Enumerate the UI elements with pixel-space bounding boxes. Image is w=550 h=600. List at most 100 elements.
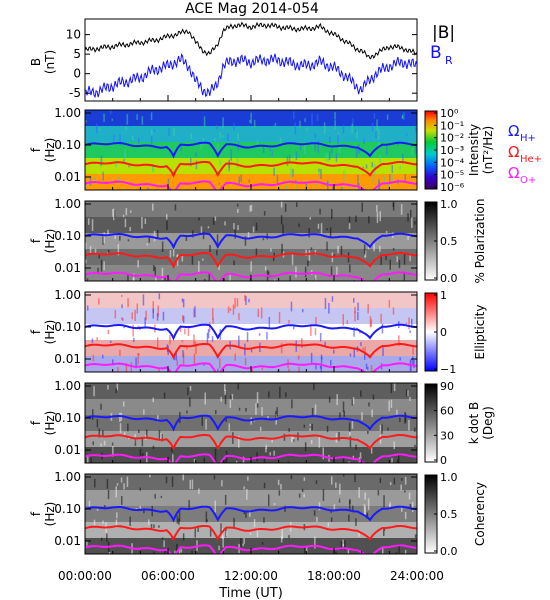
spectrogram-texture xyxy=(178,518,180,525)
spectrogram-texture xyxy=(263,517,265,523)
spectrogram-texture xyxy=(319,332,322,342)
spectrogram-texture xyxy=(370,365,373,372)
spectrogram-texture xyxy=(276,175,279,186)
spectrogram-texture xyxy=(142,294,145,306)
spectrogram-texture xyxy=(98,428,100,438)
spectrogram-texture xyxy=(225,418,227,422)
spectrogram-texture xyxy=(162,311,165,321)
spectrogram-texture xyxy=(207,328,210,339)
spectrogram-texture xyxy=(186,346,188,350)
spectrogram-texture xyxy=(189,397,191,407)
spectrogram-texture xyxy=(92,354,95,362)
spectrogram-texture xyxy=(176,515,179,524)
spectrogram-texture xyxy=(152,203,154,211)
spectrogram-texture xyxy=(230,149,232,161)
spectrogram-texture xyxy=(354,311,356,322)
spectrogram-texture xyxy=(197,526,199,532)
spectrogram-texture xyxy=(318,437,321,448)
spectrogram-texture xyxy=(393,383,396,392)
spectrogram-texture xyxy=(138,353,140,356)
spectrogram-texture xyxy=(336,394,338,406)
spectrogram-texture xyxy=(245,408,247,412)
spectrogram-texture xyxy=(236,157,239,169)
spectrogram-texture xyxy=(234,297,236,309)
f-ytick-label: 1.00 xyxy=(54,288,81,302)
spectrogram-texture xyxy=(392,307,395,315)
spectrogram-texture xyxy=(348,461,350,463)
spectrogram-texture xyxy=(288,428,290,432)
spectrogram-texture xyxy=(371,123,374,132)
spectrogram-texture xyxy=(308,250,311,261)
spectrogram-texture xyxy=(259,426,262,432)
spectrogram-texture xyxy=(169,335,171,345)
spectrogram-texture xyxy=(382,546,384,554)
spectrogram-texture xyxy=(360,342,362,347)
spectrogram-texture xyxy=(150,524,153,530)
spectrogram-texture xyxy=(399,166,401,170)
spectrogram-texture xyxy=(204,392,206,405)
spectrogram-texture xyxy=(152,164,154,171)
spectrogram-texture xyxy=(96,123,98,134)
spectrogram-texture xyxy=(108,552,111,554)
spectrogram-texture xyxy=(181,253,184,262)
spectrogram-band xyxy=(85,233,417,250)
spectrogram-texture xyxy=(351,421,354,429)
spectrogram-texture xyxy=(316,517,318,522)
spectrogram-texture xyxy=(343,474,345,477)
spectrogram-texture xyxy=(152,397,154,403)
spectrogram-texture xyxy=(119,412,121,422)
spectrogram-texture xyxy=(288,535,290,539)
spectrogram-texture xyxy=(150,134,153,147)
colorbar-tick-label: 0.0 xyxy=(440,545,458,558)
f-ytick-label: 0.10 xyxy=(54,502,81,516)
spectrogram-texture xyxy=(141,438,144,447)
spectrogram-texture xyxy=(256,403,259,408)
spectrogram-texture xyxy=(152,308,154,319)
spectrogram-texture xyxy=(244,294,246,301)
spectrogram-texture xyxy=(371,162,373,168)
b-ytick-label: 10 xyxy=(66,28,81,42)
spectrogram-texture xyxy=(383,175,385,185)
spectrogram-texture xyxy=(389,502,391,507)
spectrogram-texture xyxy=(171,447,173,453)
spectrogram-texture xyxy=(219,160,221,166)
spectrogram-texture xyxy=(86,541,88,546)
spectrogram-texture xyxy=(116,483,119,486)
spectrogram-texture xyxy=(185,236,188,241)
spectrogram-texture xyxy=(232,432,234,444)
spectrogram-texture xyxy=(85,259,87,264)
spectrogram-band xyxy=(85,324,417,341)
colorbar-label: % Polarization xyxy=(473,199,487,284)
spectrogram-texture xyxy=(342,314,344,326)
spectrogram-texture xyxy=(161,267,164,280)
spectrogram-texture xyxy=(115,519,118,529)
spectrogram-texture xyxy=(400,484,402,491)
spectrogram-texture xyxy=(310,440,313,445)
spectrogram-texture xyxy=(396,256,398,263)
spectrogram-texture xyxy=(265,444,268,449)
spectrogram-texture xyxy=(357,302,359,312)
colorbar-tick-label: 0 xyxy=(440,326,447,339)
spectrogram-texture xyxy=(411,148,413,156)
spectrogram-texture xyxy=(158,525,160,528)
spectrogram-texture xyxy=(219,132,222,139)
colorbar-tick-label: 1.0 xyxy=(440,198,458,211)
spectrogram-texture xyxy=(280,215,283,225)
spectrogram-texture xyxy=(96,337,98,341)
f-ylabel: f xyxy=(29,420,43,425)
f-ytick-label: 1.00 xyxy=(54,470,81,484)
spectrogram-texture xyxy=(362,347,364,351)
spectrogram-texture xyxy=(262,238,265,241)
legend-b-r: B xyxy=(430,43,442,63)
spectrogram-texture xyxy=(339,483,341,495)
spectrogram-texture xyxy=(137,260,139,268)
spectrogram-texture xyxy=(212,217,215,225)
spectrogram-texture xyxy=(268,391,270,398)
spectrogram-band xyxy=(85,217,417,234)
spectrogram-texture xyxy=(343,171,345,182)
spectrogram-texture xyxy=(200,142,202,150)
spectrogram-texture xyxy=(331,149,333,154)
spectrogram-texture xyxy=(391,174,393,182)
spectrogram-texture xyxy=(182,299,185,308)
spectrogram-texture xyxy=(240,538,242,547)
